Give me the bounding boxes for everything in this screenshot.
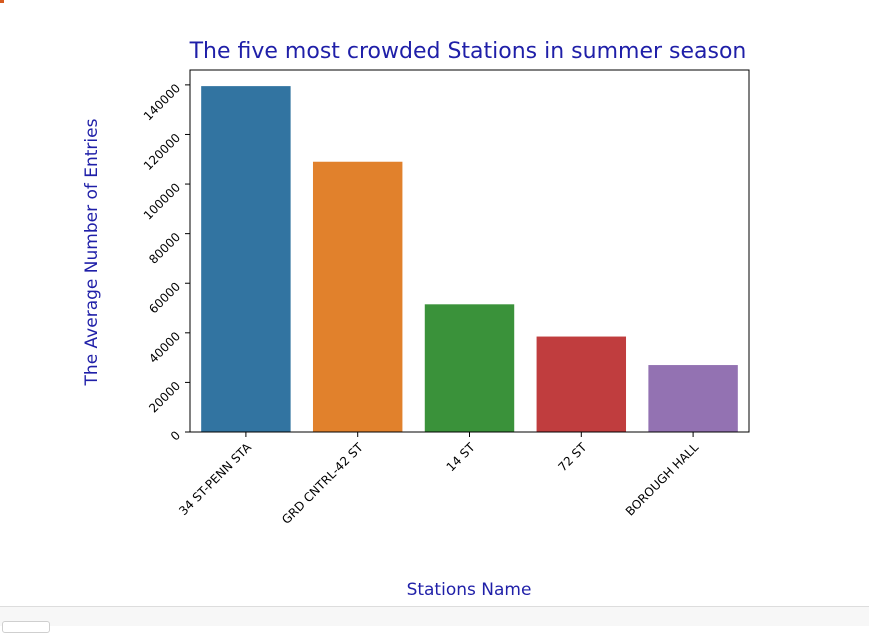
chart-title: The five most crowded Stations in summer… — [189, 39, 747, 64]
x-tick-label-1: GRD CNTRL-42 ST — [279, 440, 366, 527]
y-tick-label-4: 80000 — [146, 230, 183, 267]
y-tick-label-0: 0 — [168, 428, 183, 443]
bar-2 — [424, 304, 515, 432]
bar-1 — [312, 161, 403, 432]
y-tick-label-5: 100000 — [141, 180, 183, 222]
y-tick-label-7: 140000 — [141, 81, 183, 123]
x-tick-label-0: 34 ST-PENN STA — [176, 440, 254, 518]
bars-group — [201, 86, 738, 432]
y-tick-label-2: 40000 — [146, 329, 183, 366]
y-tick-label-6: 120000 — [141, 131, 183, 173]
bottom-toolbar — [0, 606, 869, 633]
y-ticks-group: 0 20000 40000 60000 80000 100000 120000 140000 — [141, 81, 190, 444]
y-tick-label-1: 20000 — [146, 379, 183, 416]
bar-0 — [201, 86, 291, 432]
bar-chart: The five most crowded Stations in summer… — [82, 39, 750, 600]
x-tick-label-4: BOROUGH HALL — [623, 440, 702, 519]
y-tick-label-3: 60000 — [146, 279, 183, 316]
y-axis-label: The Average Number of Entries — [82, 118, 102, 386]
bar-4 — [648, 365, 738, 432]
x-ticks-group: 34 ST-PENN STA GRD CNTRL-42 ST 14 ST 72 ST B… — [176, 432, 701, 527]
plot-frame — [189, 69, 750, 433]
x-axis-label: Stations Name — [407, 580, 532, 600]
x-tick-label-2: 14 ST — [444, 440, 478, 474]
corner-marker — [0, 0, 4, 3]
x-tick-label-3: 72 ST — [555, 440, 589, 474]
bottom-tab[interactable] — [2, 621, 50, 633]
bar-3 — [536, 336, 627, 432]
